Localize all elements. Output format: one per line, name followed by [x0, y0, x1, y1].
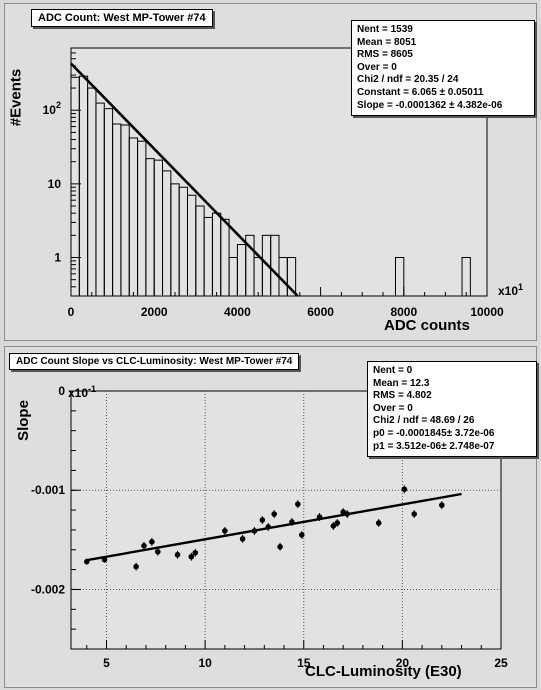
histogram-bin — [394, 256, 405, 297]
stats-rms: RMS = 8605 — [357, 49, 413, 61]
x-tick-label: 20 — [396, 656, 410, 670]
histogram-x-multiplier: x101 — [498, 282, 524, 298]
y-tick-label: -0.002 — [31, 582, 65, 596]
data-point — [334, 520, 341, 526]
data-point — [133, 563, 139, 570]
histogram-y-axis-title: #Events — [7, 68, 25, 127]
y-tick-label: 102 — [43, 100, 61, 117]
data-point — [344, 511, 350, 517]
x-tick-label: 4000 — [224, 305, 251, 319]
data-point — [375, 520, 382, 526]
y-tick-label: 10 — [48, 177, 62, 191]
data-point — [188, 553, 195, 560]
scatter-fit-line — [86, 492, 462, 562]
scatter-title: ADC Count Slope vs CLC-Luminosity: West … — [9, 353, 300, 370]
adc-histogram-panel: 0 2000 4000 6000 8000 10000 1 10 102 ADC Count: … — [4, 3, 537, 341]
y-tick-label: -0.001 — [31, 483, 65, 497]
stats-p0: p0 = -0.0001845± 3.72e-06 — [373, 427, 495, 439]
data-point — [411, 511, 418, 517]
data-point — [401, 486, 408, 493]
data-point — [271, 511, 277, 517]
histogram-title: ADC Count: West MP-Tower #74 — [31, 9, 213, 27]
x-tick-label: 2000 — [141, 305, 168, 319]
data-point — [101, 556, 108, 563]
stats-constant: Constant = 6.065 ± 0.05011 — [357, 86, 484, 98]
data-point — [316, 514, 323, 520]
scatter-stats-box: Nent = 0 Mean = 12.3 RMS = 4.802 Over = … — [367, 361, 537, 458]
stats-chi2: Chi2 / ndf = 48.69 / 26 — [373, 415, 475, 427]
data-point — [174, 551, 181, 558]
data-point — [259, 517, 266, 523]
histogram-fit-line — [70, 62, 299, 297]
data-point — [239, 536, 246, 542]
x-tick-label: 8000 — [390, 305, 417, 319]
x-tick-label: 0 — [68, 305, 75, 319]
histogram-x-axis-title: ADC counts — [384, 317, 470, 334]
data-point — [330, 523, 337, 529]
y-tick-exponent: 2 — [56, 100, 61, 110]
scatter-y-axis-title: Slope — [14, 400, 32, 441]
scatter-y-multiplier: x10-1 — [68, 384, 97, 400]
data-point — [83, 558, 90, 565]
stats-over: Over = 0 — [357, 61, 397, 73]
data-point — [222, 528, 228, 534]
slope-scatter-canvas: 5 10 15 20 25 0 -0.001 -0.002 — [31, 384, 508, 670]
data-point — [154, 548, 161, 555]
x-tick-label: 6000 — [307, 305, 334, 319]
y-tick-label: 1 — [54, 250, 61, 264]
x-tick-label: 10 — [198, 656, 212, 670]
y-tick-label: 0 — [58, 384, 65, 398]
data-point — [149, 539, 155, 545]
data-point — [265, 524, 272, 530]
data-point — [251, 528, 258, 534]
x-tick-label: 5 — [103, 656, 110, 670]
data-point — [295, 501, 301, 507]
x-tick-label: 15 — [297, 656, 311, 670]
data-point — [141, 543, 147, 549]
data-point — [289, 519, 295, 525]
stats-nent: Nent = 1539 — [357, 24, 413, 35]
data-point — [277, 543, 283, 550]
x-tick-label: 25 — [494, 656, 508, 670]
data-point — [439, 502, 445, 508]
x-tick-label: 10000 — [470, 305, 504, 319]
stats-chi2: Chi2 / ndf = 20.35 / 24 — [357, 74, 459, 86]
histogram-bin — [286, 256, 297, 297]
stats-slope: Slope = -0.0001362 ± 4.382e-06 — [357, 99, 503, 111]
stats-p1: p1 = 3.512e-06± 2.748e-07 — [373, 440, 495, 452]
data-point — [298, 532, 305, 538]
stats-over: Over = 0 — [373, 402, 413, 414]
histogram-stats-box: Nent = 1539 Mean = 8051 RMS = 8605 Over … — [351, 20, 535, 117]
data-point — [192, 549, 199, 556]
stats-nent: Nent = 0 — [373, 365, 413, 376]
slope-vs-luminosity-panel: 5 10 15 20 25 0 -0.001 -0.002 ADC Count Slope v… — [4, 346, 537, 688]
stats-mean: Mean = 8051 — [357, 36, 417, 48]
scatter-x-axis-title: CLC-Luminosity (E30) — [305, 663, 462, 680]
stats-mean: Mean = 12.3 — [373, 377, 430, 389]
stats-rms: RMS = 4.802 — [373, 390, 432, 402]
